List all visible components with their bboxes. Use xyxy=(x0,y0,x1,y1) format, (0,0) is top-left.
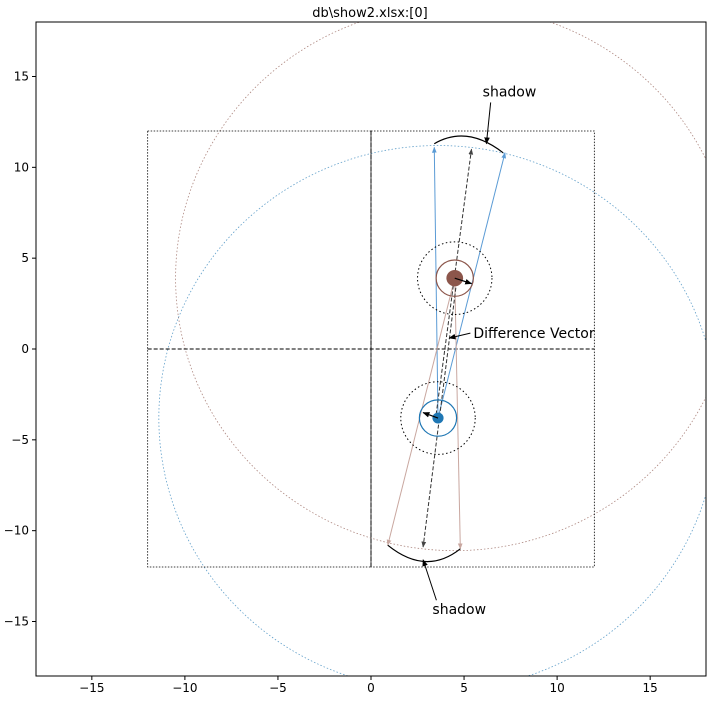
inner-circle-brown xyxy=(435,259,474,297)
x-tick-label: −15 xyxy=(79,681,104,695)
annotation-arrow-difference-vector xyxy=(448,332,471,340)
inner-circle-blue xyxy=(418,399,458,437)
annotation-arrow-shadow-bottom xyxy=(422,559,437,601)
y-tick-label: −10 xyxy=(4,524,29,538)
y-tick-label: −5 xyxy=(11,433,29,447)
box-1 xyxy=(370,130,595,568)
annotation-shadow-bottom: shadow xyxy=(432,602,486,618)
x-tick-label: 15 xyxy=(643,681,658,695)
big-circle-brown xyxy=(175,22,706,551)
y-tick-label: 5 xyxy=(21,251,29,265)
y-tick-label: 15 xyxy=(14,70,29,84)
y-tick-label: 0 xyxy=(21,342,29,356)
x-tick-label: 5 xyxy=(460,681,468,695)
outer-circle-blue xyxy=(400,381,476,455)
annotation-arrow-shadow-top xyxy=(484,102,492,145)
plot-area xyxy=(147,22,706,676)
chart-title: db\show2.xlsx:[0] xyxy=(312,6,427,21)
annotation-difference-vector: Difference Vector xyxy=(473,326,594,342)
y-tick-label: −15 xyxy=(4,615,29,629)
annotation-shadow-top: shadow xyxy=(483,84,537,100)
x-tick-label: 0 xyxy=(367,681,375,695)
outer-circle-brown xyxy=(417,241,493,315)
y-tick-label: 10 xyxy=(14,160,29,174)
x-tick-label: −10 xyxy=(172,681,197,695)
ray-2 xyxy=(386,278,456,546)
axes: −15 −10 −5 0 5 10 15 −15 −10 −5 0 5 10 15 xyxy=(4,21,707,695)
shadow-arc-1 xyxy=(387,544,461,563)
velocity-arrow-blue xyxy=(422,412,439,419)
velocity-arrow-brown xyxy=(454,277,473,285)
ray-3 xyxy=(454,278,463,550)
shadow-arc-0 xyxy=(433,135,504,154)
x-tick-label: −5 xyxy=(269,681,287,695)
x-tick-label: 10 xyxy=(549,681,564,695)
big-circle-blue xyxy=(158,145,706,676)
